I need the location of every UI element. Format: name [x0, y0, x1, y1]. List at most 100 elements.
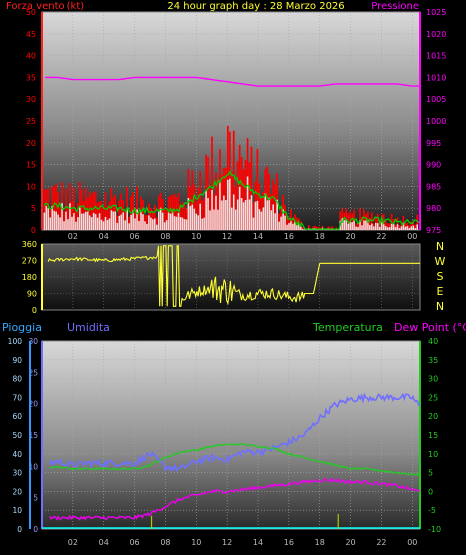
rain-tick: 50 — [12, 431, 22, 440]
legend-temperature: Temperatura — [312, 321, 383, 334]
wind-tick: 30 — [26, 95, 36, 104]
rain-tick: 20 — [12, 487, 22, 496]
x-tick: 06 — [129, 538, 139, 547]
humidity-line — [48, 392, 421, 473]
rain-tick: 60 — [12, 412, 22, 421]
page-title: 24 hour graph day : 28 Marzo 2026 — [167, 1, 344, 12]
compass-letter: N — [436, 240, 444, 253]
wind-tick: 0 — [31, 226, 36, 235]
x-tick: 10 — [191, 538, 201, 547]
wind-tick: 40 — [26, 52, 36, 61]
temperature-line — [49, 442, 421, 476]
temperature-tick: 20 — [428, 412, 438, 421]
temp-x-ticks: 02 04 06 08 10 12 14 16 18 20 22 00 — [68, 538, 418, 547]
wind-tick: 20 — [26, 139, 36, 148]
wind-tick: 25 — [26, 117, 36, 126]
humidity-tick: 10 — [28, 462, 38, 471]
temp-grid — [42, 340, 420, 530]
direction-tick: 270 — [22, 257, 37, 266]
humidity-tick: 20 — [28, 400, 38, 409]
wind-title: Forza vento (kt) — [6, 1, 84, 12]
temperature-tick: 35 — [428, 356, 438, 365]
temperature-tick: 5 — [428, 469, 433, 478]
pressure-axis-ticks: 975 980 985 990 995 1000 1005 1010 1015 1020 1025 — [426, 8, 446, 235]
rain-axis-ticks: 0 10 20 30 40 50 60 70 80 90 100 — [8, 337, 23, 534]
rain-tick: 0 — [17, 525, 22, 534]
x-tick: 00 — [407, 232, 417, 241]
legend-humidity: Umidita — [67, 321, 110, 334]
x-tick: 18 — [315, 232, 325, 241]
x-tick: 04 — [99, 538, 109, 547]
pressure-tick: 1015 — [426, 52, 446, 61]
rain-tick: 10 — [12, 506, 22, 515]
x-tick: 14 — [253, 538, 263, 547]
temperature-tick: 10 — [428, 450, 438, 459]
wind-tick: 35 — [26, 73, 36, 82]
direction-series — [47, 245, 420, 307]
direction-tick: 90 — [27, 290, 37, 299]
x-tick: 02 — [68, 538, 78, 547]
temperature-tick: 25 — [428, 393, 438, 402]
x-tick: 18 — [315, 538, 325, 547]
x-tick: 00 — [407, 538, 417, 547]
temperature-tick: 40 — [428, 337, 438, 346]
temp-humidity-series — [42, 392, 421, 529]
x-tick: 22 — [376, 538, 386, 547]
pressure-tick: 1010 — [426, 73, 446, 82]
temperature-tick: 0 — [428, 487, 433, 496]
pressure-tick: 1005 — [426, 95, 446, 104]
pressure-line — [45, 76, 420, 87]
x-tick: 20 — [345, 538, 355, 547]
x-tick: 12 — [222, 538, 232, 547]
pressure-tick: 1025 — [426, 8, 446, 17]
legend-dewpoint: Dew Point (°C) — [394, 321, 466, 334]
pressure-tick: 1000 — [426, 117, 446, 126]
wind-x-ticks: 02 04 06 08 10 12 14 16 18 20 22 00 — [68, 232, 418, 241]
x-tick: 06 — [129, 232, 139, 241]
pressure-tick: 975 — [426, 226, 441, 235]
wind-axis-ticks: 0 5 10 15 20 25 30 35 40 45 50 — [26, 8, 36, 235]
temperature-tick: 30 — [428, 375, 438, 384]
humidity-tick: 25 — [28, 368, 38, 377]
temperature-axis-ticks: -10 -5 0 5 10 15 20 25 30 35 40 — [428, 337, 441, 534]
wind-tick: 15 — [26, 161, 36, 170]
x-tick: 16 — [284, 232, 294, 241]
compass-letter: W — [435, 255, 446, 268]
pressure-tick: 990 — [426, 161, 441, 170]
wind-tick: 50 — [26, 8, 36, 17]
pressure-tick: 995 — [426, 139, 441, 148]
rain-tick: 30 — [12, 469, 22, 478]
rain-tick: 100 — [8, 337, 23, 346]
humidity-axis-ticks: 0 5 10 15 20 25 30 — [28, 337, 38, 534]
direction-tick: 180 — [22, 273, 37, 282]
direction-tick: 360 — [22, 240, 37, 249]
pressure-tick: 985 — [426, 182, 441, 191]
humidity-tick: 0 — [33, 525, 38, 534]
pressure-title: Pressione — [371, 1, 419, 12]
wind-average-line — [43, 170, 420, 230]
compass-letter: E — [437, 285, 444, 298]
humidity-tick: 30 — [28, 337, 38, 346]
legend-rain: Pioggia — [2, 321, 42, 334]
wind-tick: 10 — [26, 182, 36, 191]
dewpoint-line — [49, 477, 421, 521]
pressure-tick: 1020 — [426, 30, 446, 39]
compass-letter: N — [436, 300, 444, 313]
rain-tick: 90 — [12, 356, 22, 365]
humidity-tick: 5 — [33, 494, 38, 503]
rain-tick: 80 — [12, 375, 22, 384]
wind-direction-line — [47, 245, 420, 307]
wind-series — [43, 76, 420, 230]
x-tick: 04 — [99, 232, 109, 241]
x-tick: 08 — [160, 232, 170, 241]
x-tick: 22 — [376, 232, 386, 241]
x-tick: 12 — [222, 232, 232, 241]
pressure-tick: 980 — [426, 204, 441, 213]
x-tick: 16 — [284, 538, 294, 547]
rain-tick: 70 — [12, 393, 22, 402]
x-tick: 02 — [68, 232, 78, 241]
compass-letter: S — [437, 270, 444, 283]
direction-axis-ticks: 0 90 180 270 360 — [22, 240, 37, 315]
temperature-tick: 15 — [428, 431, 438, 440]
